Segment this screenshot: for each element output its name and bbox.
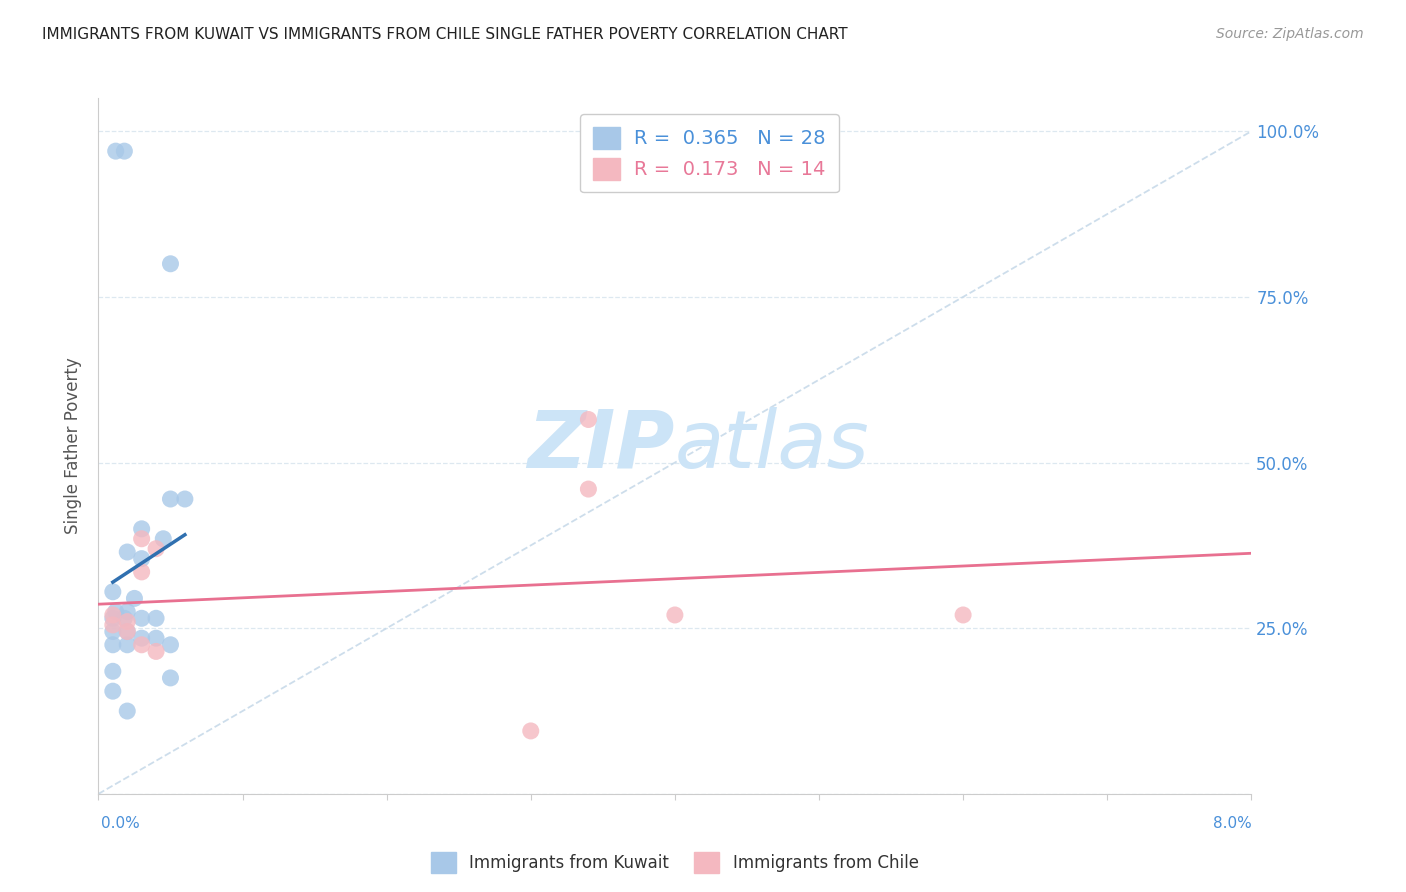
Point (159, 671, 181, 685)
Point (101, 624, 124, 639)
Point (520, 723, 543, 738)
Point (117, 605, 139, 619)
Y-axis label: Single Father Poverty: Single Father Poverty (65, 358, 83, 534)
Legend: Immigrants from Kuwait, Immigrants from Chile: Immigrants from Kuwait, Immigrants from … (425, 846, 925, 880)
Text: atlas: atlas (675, 407, 870, 485)
Point (101, 665, 124, 679)
Point (174, 491, 197, 506)
Point (117, 624, 139, 639)
Point (117, 624, 139, 639)
Point (578, 482, 600, 496)
Text: Source: ZipAtlas.com: Source: ZipAtlas.com (1216, 27, 1364, 41)
Point (101, 611, 124, 625)
Point (145, 631, 167, 645)
Point (159, 257, 181, 271)
Point (117, 545, 139, 559)
Point (664, 607, 686, 622)
Point (101, 638, 124, 652)
Point (131, 631, 153, 645)
Point (101, 584, 124, 599)
Point (131, 565, 153, 579)
Point (104, 605, 127, 619)
Point (159, 491, 181, 506)
Point (104, 144, 127, 158)
Point (131, 551, 153, 566)
Point (131, 638, 153, 652)
Point (152, 532, 174, 546)
Point (952, 607, 974, 622)
Point (159, 638, 181, 652)
Point (131, 532, 153, 546)
Point (578, 412, 600, 426)
Point (145, 541, 167, 556)
Point (145, 644, 167, 658)
Point (145, 611, 167, 625)
Text: 8.0%: 8.0% (1212, 816, 1251, 831)
Point (124, 591, 146, 606)
Point (117, 615, 139, 629)
Text: IMMIGRANTS FROM KUWAIT VS IMMIGRANTS FROM CHILE SINGLE FATHER POVERTY CORRELATIO: IMMIGRANTS FROM KUWAIT VS IMMIGRANTS FRO… (42, 27, 848, 42)
Point (101, 607, 124, 622)
Point (117, 638, 139, 652)
Point (112, 144, 135, 158)
Text: 0.0%: 0.0% (101, 816, 141, 831)
Legend: R =  0.365   N = 28, R =  0.173   N = 14: R = 0.365 N = 28, R = 0.173 N = 14 (581, 114, 838, 193)
Text: ZIP: ZIP (527, 407, 675, 485)
Point (101, 684, 124, 698)
Point (131, 611, 153, 625)
Point (112, 611, 135, 625)
Point (131, 522, 153, 536)
Point (117, 704, 139, 718)
Point (101, 618, 124, 632)
